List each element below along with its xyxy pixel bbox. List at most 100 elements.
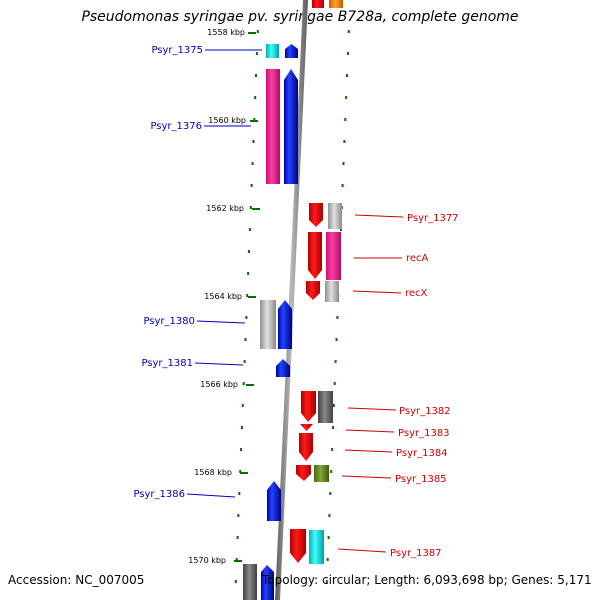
leader-line [347, 407, 397, 411]
gene-arrow[interactable] [296, 465, 311, 481]
gene-block [329, 0, 343, 8]
gene-arrow[interactable] [267, 481, 281, 521]
genome-summary-text: Topology: circular; Length: 6,093,698 bp… [262, 573, 592, 587]
tick-dot [334, 360, 337, 363]
gene-label[interactable]: Psyr_1384 [396, 448, 448, 459]
tick-dot [341, 184, 344, 187]
tick-dot [239, 470, 242, 473]
tick-dot [253, 118, 256, 121]
scale-label: 1570 kbp [188, 556, 226, 565]
gene-block[interactable] [266, 44, 279, 58]
scale-label: 1562 kbp [206, 204, 244, 213]
gene-label[interactable]: Psyr_1381 [141, 358, 193, 369]
gene-arrow[interactable] [290, 529, 306, 563]
gene-arrow[interactable] [276, 359, 290, 377]
tick-dot [328, 514, 331, 517]
tick-dot [238, 492, 241, 495]
tick-dot [345, 96, 348, 99]
tick-dot [256, 30, 259, 33]
tick-dot [346, 52, 349, 55]
tick-dot [235, 558, 238, 561]
gene-arrow[interactable] [285, 44, 298, 58]
gene-label[interactable]: recA [406, 253, 429, 264]
gene-label[interactable]: recX [405, 288, 428, 299]
tick-dot [330, 470, 333, 473]
tick-dot [327, 536, 330, 539]
tick-dot [347, 30, 350, 33]
gene-label[interactable]: Psyr_1387 [390, 548, 442, 559]
leader-line [352, 290, 402, 294]
gene-arrow[interactable] [309, 203, 323, 227]
tick-dot [255, 52, 258, 55]
tick-dot [332, 426, 334, 429]
gene-label[interactable]: Psyr_1380 [143, 316, 195, 327]
gene-arrow[interactable] [299, 433, 313, 461]
tick-dot [331, 448, 334, 451]
tick-dot [335, 338, 338, 341]
scale-label: 1564 kbp [204, 292, 242, 301]
scale-label: 1568 kbp [194, 468, 232, 477]
leader-line [194, 362, 244, 366]
tick-dot [248, 228, 251, 231]
tick-dot [332, 404, 335, 407]
tick-dot [241, 426, 243, 429]
tick-dot [329, 492, 332, 495]
gene-label[interactable]: Psyr_1377 [407, 213, 459, 224]
gene-block[interactable] [266, 69, 280, 184]
leader-line [344, 449, 393, 453]
tick-dot [333, 382, 336, 385]
gene-arrow[interactable] [278, 300, 292, 349]
leader-line [341, 475, 392, 479]
tick-dot [237, 514, 240, 517]
gene-block[interactable] [328, 203, 342, 229]
tick-dot [245, 316, 248, 319]
gene-arrow[interactable] [284, 69, 298, 184]
gene-label[interactable]: Psyr_1386 [133, 489, 185, 500]
tick-dot [248, 250, 250, 253]
leader-line [186, 493, 236, 498]
gene-block[interactable] [326, 232, 341, 280]
genome-backbone [275, 0, 308, 600]
leader-line [354, 214, 404, 218]
gene-block [312, 0, 324, 8]
tick-dot [343, 140, 346, 143]
tick-dot [244, 338, 247, 341]
tick-dot [247, 272, 250, 275]
gene-label[interactable]: Psyr_1376 [150, 121, 202, 132]
gene-arrow[interactable] [301, 391, 316, 422]
tick-dot [240, 448, 243, 451]
tick-dot [236, 536, 239, 539]
tick-dot [243, 360, 246, 363]
leader-line [337, 548, 387, 553]
tick-dot [254, 96, 257, 99]
tick-dot [326, 558, 329, 561]
gene-block[interactable] [243, 564, 257, 600]
gene-block[interactable] [260, 300, 276, 349]
tick-dot [241, 404, 244, 407]
gene-arrow[interactable] [306, 281, 320, 300]
leader-line [196, 320, 246, 324]
gene-arrow[interactable] [300, 424, 313, 431]
scale-label: 1560 kbp [208, 116, 246, 125]
tick-dot [339, 228, 342, 231]
tick-dot [250, 184, 253, 187]
tick-dot [346, 74, 348, 77]
gene-label[interactable]: Psyr_1383 [398, 428, 450, 439]
tick-dot [249, 206, 252, 209]
tick-dot [251, 162, 254, 165]
tick-dot [342, 162, 345, 165]
gene-label[interactable]: Psyr_1375 [151, 45, 203, 56]
gene-arrow[interactable] [308, 232, 322, 279]
gene-block[interactable] [314, 465, 329, 482]
tick-dot [242, 382, 245, 385]
gene-label[interactable]: Psyr_1385 [395, 474, 447, 485]
tick-dot [252, 140, 255, 143]
gene-arrow[interactable] [261, 565, 274, 600]
leader-line [345, 429, 395, 433]
gene-label[interactable]: Psyr_1382 [399, 406, 451, 417]
scale-label: 1566 kbp [200, 380, 238, 389]
gene-block[interactable] [309, 530, 324, 564]
tick-dot [325, 580, 328, 583]
gene-block[interactable] [325, 281, 339, 302]
gene-block[interactable] [318, 391, 333, 423]
